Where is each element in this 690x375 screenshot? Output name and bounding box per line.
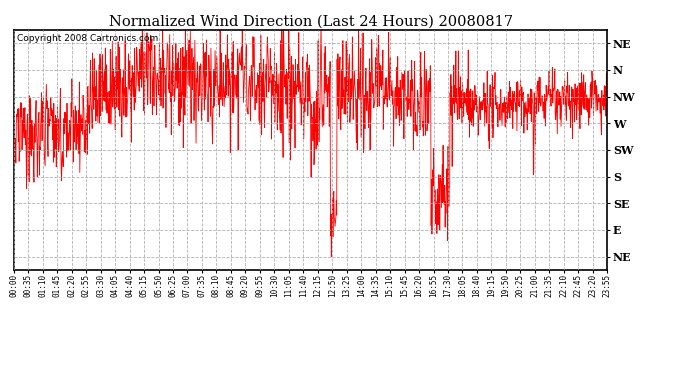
- Text: Copyright 2008 Cartronics.com: Copyright 2008 Cartronics.com: [17, 34, 158, 43]
- Title: Normalized Wind Direction (Last 24 Hours) 20080817: Normalized Wind Direction (Last 24 Hours…: [108, 15, 513, 29]
